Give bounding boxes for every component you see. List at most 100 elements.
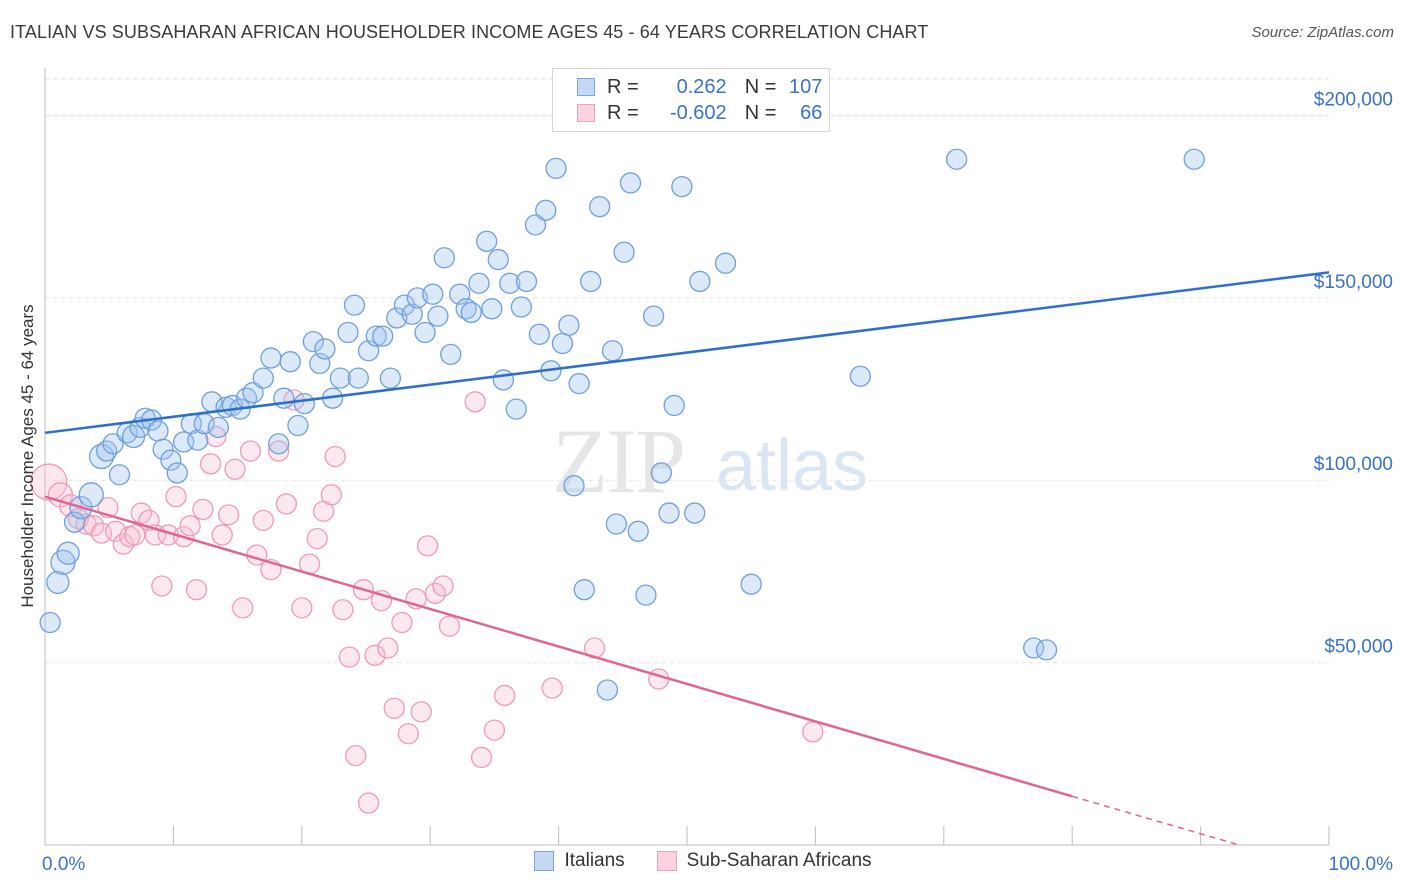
italians-point — [160, 449, 182, 471]
italians-point — [401, 303, 423, 325]
italians-point — [293, 392, 316, 415]
legend-n-value: 66 — [800, 101, 823, 124]
sub-saharan-africans-point — [416, 535, 439, 557]
sub-saharan-africans-point — [345, 744, 367, 767]
y-tick-label: $200,000 — [1314, 89, 1393, 110]
italians-point — [505, 398, 527, 420]
y-axis-label: Householder Income Ages 45 - 64 years — [18, 304, 37, 607]
italians-point — [658, 502, 680, 524]
italians-point — [314, 338, 336, 360]
sub-saharan-africans-point — [185, 579, 208, 601]
sub-saharan-africans-trend-line — [44, 495, 1073, 798]
italians-trend-line — [44, 271, 1330, 435]
italians-point — [671, 175, 693, 198]
legend-n-label: N = — [744, 75, 777, 98]
italians-point — [343, 294, 366, 316]
watermark-zip: ZIP — [552, 410, 684, 512]
sub-saharan-africans-point — [438, 615, 461, 637]
y-tick-label: $50,000 — [1324, 637, 1393, 658]
sub-saharan-africans-point — [483, 719, 506, 741]
italians-point — [108, 464, 131, 486]
italians-point — [440, 343, 462, 366]
sub-saharan-africans-point — [232, 597, 254, 619]
italians-point — [635, 584, 657, 606]
italians-point — [510, 296, 533, 318]
italians-point — [279, 351, 301, 373]
italians-point — [689, 270, 711, 293]
italians-point — [515, 270, 538, 293]
series-legend-sub-saharan-africans[interactable]: Sub-Saharan Africans — [656, 850, 872, 872]
italians-point — [596, 679, 619, 701]
italians-point — [528, 323, 550, 345]
italians-point — [166, 462, 188, 484]
sub-saharan-africans-point — [320, 484, 342, 506]
chart-title: ITALIAN VS SUBSAHARAN AFRICAN HOUSEHOLDE… — [10, 22, 929, 42]
legend-n-value: 107 — [789, 75, 823, 98]
sub-saharan-africans-point — [199, 453, 222, 475]
italians-point — [714, 252, 737, 274]
grid-lines — [45, 78, 1329, 664]
watermark: ZIP atlas — [552, 410, 868, 512]
tick-labels: $50,000 $100,000 $150,000 $200,000 0.0% 100.0… — [42, 89, 1393, 875]
series-legend-swatch-italians — [534, 851, 555, 871]
italians-point — [545, 157, 567, 180]
italians-point — [302, 330, 325, 353]
italians-point — [663, 394, 685, 417]
italians-point — [337, 321, 359, 344]
sub-saharan-africans-point — [224, 458, 246, 480]
italians-point — [605, 513, 628, 535]
italians-point — [1035, 639, 1058, 661]
series-legend-swatch-sub-saharan-africans — [656, 851, 677, 871]
sub-saharan-africans-point — [275, 493, 298, 515]
source-credit: Source: ZipAtlas.com — [1251, 24, 1394, 41]
series-legend-italians[interactable]: Italians — [534, 850, 625, 872]
sub-saharan-africans-point — [211, 524, 233, 546]
italians-point — [684, 502, 706, 524]
italians-point — [252, 367, 274, 389]
legend-swatch-italians — [577, 78, 595, 96]
italians-point — [642, 305, 665, 327]
series-legend: Italians Sub-Saharan Africans — [0, 850, 1406, 872]
italians-point — [945, 148, 968, 170]
italians-point — [601, 340, 624, 362]
correlation-legend: R = 0.262 N = 107 R = -0.602 N = 66 — [552, 68, 830, 132]
italians-point — [580, 270, 602, 293]
italians-point — [1183, 148, 1205, 170]
italians-point — [568, 372, 590, 395]
y-tick-label: $150,000 — [1314, 272, 1393, 293]
italians-point — [535, 199, 557, 221]
sub-saharan-africans-point — [179, 515, 201, 537]
legend-swatch-sub-saharan-africans — [577, 104, 595, 122]
italians-point — [492, 369, 515, 391]
italians-point — [88, 443, 115, 470]
italians-point — [558, 314, 580, 336]
sub-saharan-africans-point — [541, 677, 563, 699]
y-tick-label: $100,000 — [1314, 454, 1393, 475]
italians-point — [379, 367, 402, 389]
axes — [44, 68, 1330, 846]
italians-point — [78, 482, 104, 508]
series-italians — [39, 148, 1205, 701]
sub-saharan-africans-point — [397, 723, 420, 745]
italians-point — [242, 382, 264, 404]
sub-saharan-africans-point — [217, 504, 240, 526]
sub-saharan-africans-point — [332, 599, 354, 621]
italians-point — [347, 367, 369, 389]
sub-saharan-africans-point — [464, 391, 486, 413]
sub-saharan-africans-point — [291, 597, 313, 619]
trend-lines — [44, 271, 1330, 846]
sub-saharan-africans-point — [151, 575, 173, 597]
italians-point — [551, 332, 574, 355]
italians-point — [329, 367, 351, 389]
sub-saharan-africans-point — [30, 463, 68, 501]
italians-point — [414, 321, 436, 344]
series-legend-label: Italians — [564, 850, 625, 871]
legend-row-italians: R = 0.262 N = 107 — [577, 74, 822, 100]
sub-saharan-africans-point — [165, 486, 187, 508]
italians-point — [481, 298, 503, 320]
italians-point — [287, 414, 309, 437]
italians-point — [619, 172, 642, 194]
italians-point — [422, 283, 444, 305]
italians-point — [46, 570, 70, 595]
